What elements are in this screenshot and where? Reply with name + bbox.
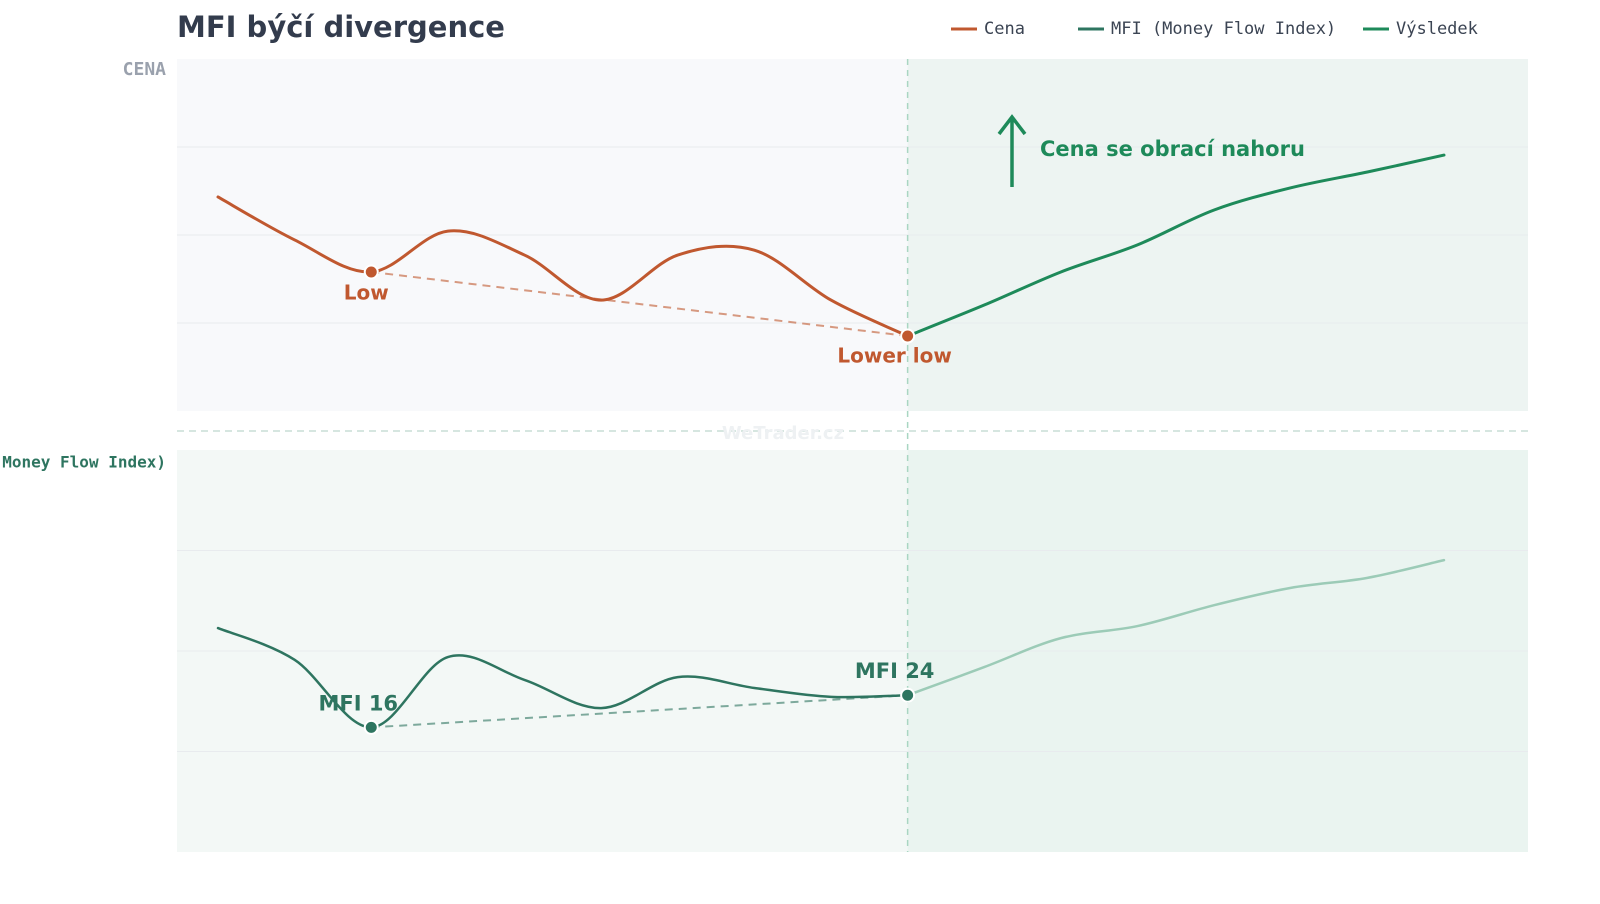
- watermark: WeTrader.cz: [722, 423, 844, 444]
- legend-label: Cena: [984, 19, 1025, 39]
- lower-low-label: Lower low: [837, 344, 951, 368]
- low-label: Low: [344, 280, 389, 304]
- chart-title: MFI býčí divergence: [177, 10, 505, 44]
- pivot-marker: [363, 719, 379, 735]
- value-label: MFI 24: [855, 659, 935, 683]
- pivot-marker: [900, 687, 916, 703]
- reversal-label: Cena se obrací nahoru: [1040, 137, 1305, 161]
- series-line: [906, 153, 1446, 338]
- value-label: MFI 16: [318, 691, 398, 715]
- price-axis-label: CENA: [123, 59, 167, 80]
- series-line: [216, 626, 909, 729]
- pivot-marker: [363, 264, 379, 280]
- arrow: [997, 114, 1027, 187]
- series-line: [216, 195, 910, 338]
- mfi-axis-label: MFI (Money Flow Index): [0, 453, 166, 472]
- pivot-marker: [900, 328, 916, 344]
- divergence-line: [371, 270, 908, 338]
- legend-label: Výsledek: [1396, 19, 1478, 39]
- legend-label: MFI (Money Flow Index): [1111, 19, 1336, 39]
- divergence-line: [371, 694, 908, 729]
- series-line: [906, 558, 1446, 697]
